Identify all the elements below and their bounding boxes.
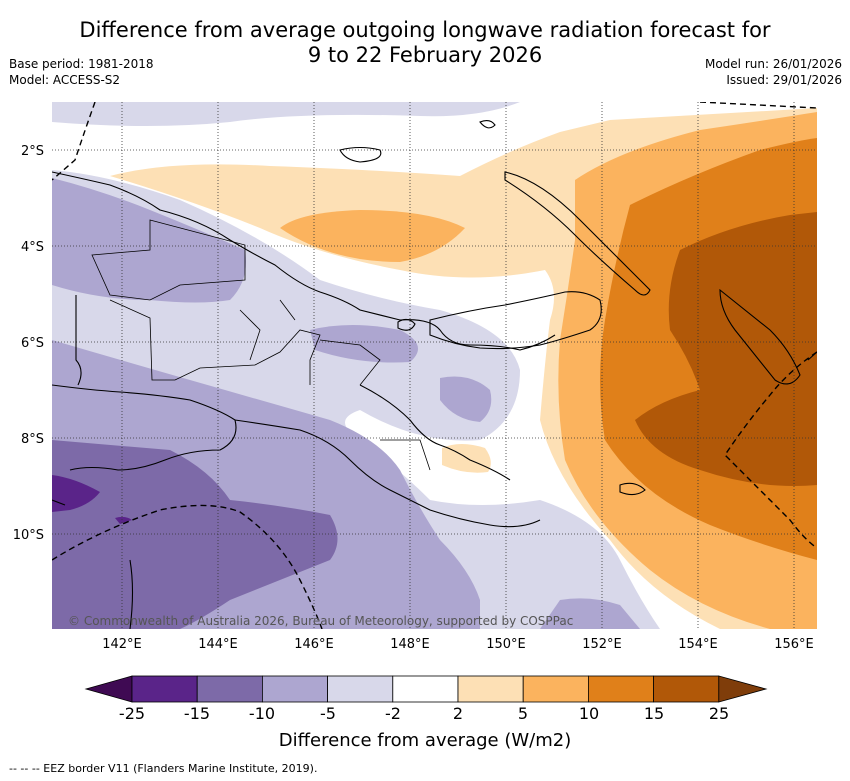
title-line-2: 9 to 22 February 2026	[307, 43, 543, 67]
region-neg-5-10-center	[310, 325, 418, 363]
region-pos-5-10-north	[280, 210, 465, 262]
lat-label-2s: 2°S	[21, 144, 44, 159]
lon-label-154e: 154°E	[678, 637, 718, 652]
band-neg-light-top	[52, 102, 520, 126]
province-border-2	[109, 299, 321, 385]
papuan-peninsula-north	[359, 384, 511, 481]
small-island-1	[479, 119, 496, 129]
lat-labels: 2°S 4°S 6°S 8°S 10°S	[13, 144, 44, 543]
province-border-4	[319, 339, 431, 471]
lat-label-4s: 4°S	[21, 240, 44, 255]
title-line-1: Difference from average outgoing longwav…	[79, 18, 771, 42]
meta-left: Base period: 1981-2018 Model: ACCESS-S2	[9, 56, 154, 88]
model-run: Model run: 26/01/2026	[704, 57, 842, 71]
lon-label-146e: 146°E	[294, 637, 334, 652]
colorbar-swatch-7	[522, 675, 589, 703]
colorbar-swatch-1	[131, 675, 198, 703]
cb-tick-6: 5	[517, 704, 529, 723]
new-guinea-south-coast	[52, 384, 237, 471]
small-island-2	[397, 318, 416, 331]
province-border-3	[239, 299, 296, 361]
manus-island	[339, 146, 382, 163]
lat-label-8s: 8°S	[21, 432, 44, 447]
region-neg-10-15	[52, 440, 338, 629]
cb-tick-8: 15	[643, 704, 665, 723]
colorbar-extend-min	[84, 675, 133, 703]
papuan-peninsula-south	[234, 419, 541, 528]
base-period: Base period: 1981-2018	[9, 57, 154, 71]
bougainville	[719, 288, 801, 385]
cb-tick-2: -10	[248, 704, 276, 723]
new-guinea-north-coast	[52, 171, 556, 351]
colorbar-swatch-9	[653, 675, 720, 703]
cape-york	[129, 559, 134, 629]
cb-tick-3: -5	[320, 704, 336, 723]
colorbar-swatch-4	[327, 675, 394, 703]
small-island-3	[619, 482, 646, 496]
eez-note: -- -- -- EEZ border V11 (Flanders Marine…	[9, 762, 318, 775]
torres-strait	[52, 499, 66, 506]
lon-label-142e: 142°E	[102, 637, 142, 652]
coastlines	[52, 119, 817, 629]
colorbar-swatch-5	[392, 675, 459, 703]
cb-tick-7: 10	[578, 704, 600, 723]
cb-tick-0: -25	[118, 704, 146, 723]
colorbar-swatch-6	[457, 675, 524, 703]
international-border	[75, 295, 82, 386]
new-britain	[429, 291, 602, 350]
province-border-1	[91, 219, 246, 301]
cb-tick-4: -2	[385, 704, 401, 723]
colorbar-swatch-8	[588, 675, 655, 703]
lon-label-152e: 152°E	[582, 637, 622, 652]
region-neg-5-10-blob	[440, 376, 492, 422]
cb-tick-1: -15	[183, 704, 211, 723]
colorbar-extend-max	[718, 675, 768, 703]
map-title: Difference from average outgoing longwav…	[0, 18, 850, 68]
lon-label-150e: 150°E	[486, 637, 526, 652]
anomaly-field	[52, 102, 817, 629]
lat-label-6s: 6°S	[21, 336, 44, 351]
colorbar-title: Difference from average (W/m2)	[278, 730, 572, 751]
region-neg-15-25-small	[115, 516, 132, 524]
issued-date: Issued: 29/01/2026	[726, 73, 842, 87]
copyright-text: © Commonwealth of Australia 2026, Bureau…	[68, 614, 573, 628]
new-ireland	[504, 171, 651, 296]
region-pos-15-25	[635, 212, 817, 486]
lon-labels: 142°E 144°E 146°E 148°E 150°E 152°E 154°…	[102, 637, 814, 652]
eez-border-north	[52, 102, 96, 181]
region-neg-5-10-se	[540, 598, 640, 629]
lon-label-156e: 156°E	[774, 637, 814, 652]
lon-label-148e: 148°E	[390, 637, 430, 652]
colorbar-swatch-2	[196, 675, 263, 703]
eez-border-east	[724, 351, 817, 549]
colorbar-swatch-3	[261, 675, 328, 703]
model-name: Model: ACCESS-S2	[9, 73, 121, 87]
colorbar	[84, 675, 768, 703]
cb-tick-5: 2	[452, 704, 464, 723]
region-neg-5-10-nw	[52, 178, 246, 303]
meta-right: Model run: 26/01/2026 Issued: 29/01/2026	[705, 56, 842, 88]
eez-border-south	[52, 504, 323, 629]
eez-borders	[52, 102, 817, 629]
cb-tick-9: 25	[708, 704, 730, 723]
region-neg-15-25	[52, 475, 100, 512]
lat-label-10s: 10°S	[13, 528, 44, 543]
lon-label-144e: 144°E	[198, 637, 238, 652]
